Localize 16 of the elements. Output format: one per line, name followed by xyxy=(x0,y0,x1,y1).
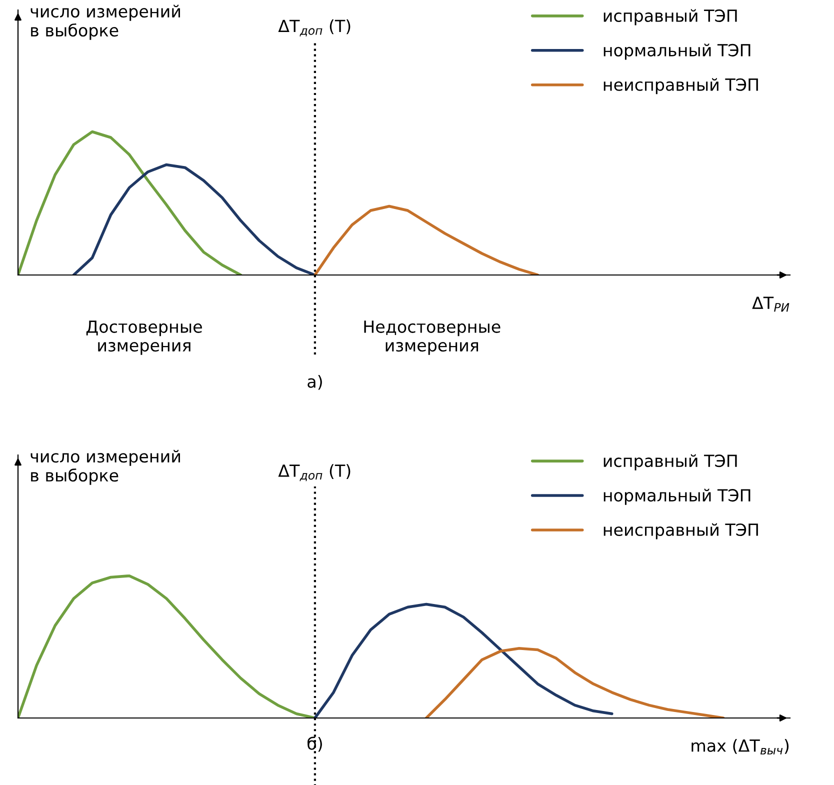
text: ΔT$_{доп}$ (T) xyxy=(278,19,350,36)
legend-label: нормальный ТЭП xyxy=(604,488,750,505)
legend-label: неисправный ТЭП xyxy=(604,78,758,94)
y-axis-title: число измерений в выборке xyxy=(30,450,180,485)
text: а) xyxy=(308,374,322,390)
legend-label: нормальный ТЭП xyxy=(604,44,750,60)
text: б) xyxy=(308,736,322,752)
y-axis-title: число измерений в выборке xyxy=(30,4,180,40)
text: ΔT$_{доп}$ (T) xyxy=(278,464,350,482)
x-axis-title: max (ΔT$_{выч}$) xyxy=(692,739,789,754)
legend-label: неисправный ТЭП xyxy=(604,523,758,540)
legend-label: исправный ТЭП xyxy=(604,9,737,26)
text: Достоверные измерения xyxy=(86,320,202,355)
text: Недостоверные измерения xyxy=(364,320,500,355)
x-axis-title: ΔT$_{РИ}$ xyxy=(752,296,790,312)
legend-label: исправный ТЭП xyxy=(604,454,737,470)
